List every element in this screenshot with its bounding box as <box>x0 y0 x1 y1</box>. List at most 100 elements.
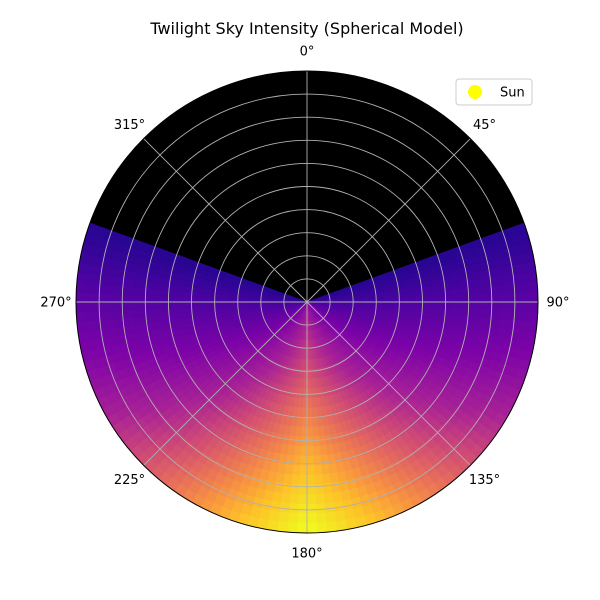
heatmap-cell <box>499 301 510 312</box>
heatmap-cell <box>460 308 471 317</box>
heatmap-cell <box>315 493 325 505</box>
heatmap-cell <box>85 282 97 294</box>
heatmap-cell <box>470 301 481 310</box>
angular-gridline <box>143 301 308 466</box>
heatmap-cell <box>210 301 221 307</box>
heatmap-cell <box>393 297 404 303</box>
heatmap-cell <box>323 492 334 504</box>
heatmap-cell <box>124 316 136 327</box>
heatmap-cell <box>200 297 212 303</box>
heatmap-cell <box>301 417 308 428</box>
heatmap-cell <box>315 512 327 524</box>
heatmap-cell <box>412 291 423 298</box>
angular-gridline <box>306 301 471 466</box>
heatmap-cell <box>125 324 137 335</box>
heatmap-cell <box>431 295 443 303</box>
heatmap-cell <box>312 445 321 457</box>
heatmap-cell <box>306 388 312 399</box>
heatmap-cell <box>104 301 115 312</box>
heatmap-cell <box>76 291 87 303</box>
heatmap-cell <box>162 313 174 322</box>
heatmap-cell <box>87 329 99 341</box>
heatmap-cell <box>181 306 193 314</box>
heatmap-cell <box>171 301 183 309</box>
heatmap-cell <box>508 310 519 321</box>
heatmap-cell <box>306 378 312 389</box>
heatmap-cell <box>86 320 98 332</box>
heatmap-cell <box>479 301 491 311</box>
heatmap-cell <box>325 511 337 523</box>
heatmap-cell <box>517 310 529 322</box>
heatmap-cell <box>299 445 308 457</box>
heatmap-cell <box>422 296 433 303</box>
heatmap-cell <box>200 305 212 312</box>
heatmap-cell <box>460 294 471 303</box>
heatmap-cell <box>515 263 527 275</box>
heatmap-cell <box>441 301 452 309</box>
theta-tick-label: 0° <box>300 45 315 60</box>
heatmap-cell <box>440 289 452 297</box>
heatmap-cell <box>402 301 414 307</box>
heatmap-cell <box>460 301 471 310</box>
heatmap-cell <box>76 271 88 284</box>
heatmap-cell <box>516 320 528 332</box>
heatmap-cell <box>301 407 308 418</box>
heatmap-cell <box>527 291 538 303</box>
heatmap-cell <box>489 293 500 303</box>
theta-tick-label: 225° <box>114 473 145 488</box>
heatmap-cell <box>104 284 116 294</box>
heatmap-cell <box>324 502 335 514</box>
theta-tick-label: 270° <box>40 296 71 311</box>
heatmap-cell <box>279 502 290 514</box>
heatmap-cell <box>518 301 529 312</box>
heatmap-cell <box>123 309 135 319</box>
heatmap-cell <box>298 484 308 495</box>
heatmap-cell <box>479 293 491 303</box>
heatmap-cell <box>508 301 520 312</box>
heatmap-cell <box>526 271 538 284</box>
heatmap-cell <box>297 494 308 505</box>
heatmap-cell <box>286 522 298 533</box>
heatmap-cell <box>95 319 107 330</box>
heatmap-cell <box>133 308 145 318</box>
heatmap-cell <box>162 307 174 315</box>
heatmap-cell <box>527 281 538 293</box>
heatmap-cell <box>133 286 145 296</box>
heatmap-cell <box>412 301 423 308</box>
heatmap-cell <box>162 301 173 309</box>
heatmap-cell <box>276 521 289 533</box>
heatmap-cell <box>143 308 154 317</box>
heatmap-cell <box>143 287 154 296</box>
heatmap-cell <box>449 281 461 290</box>
heatmap-cell <box>297 513 308 524</box>
heatmap-cell <box>440 282 452 291</box>
heatmap-cell <box>277 511 289 523</box>
heatmap-cell <box>200 301 212 307</box>
heatmap-cell <box>516 272 528 284</box>
heatmap-cell <box>392 293 404 299</box>
heatmap-cell <box>450 288 462 297</box>
heatmap-cell <box>498 310 510 320</box>
heatmap-cell <box>95 283 106 294</box>
heatmap-cell <box>527 301 538 313</box>
heatmap-cell <box>496 266 508 278</box>
heatmap-cell <box>114 284 126 295</box>
heatmap-cell <box>479 285 491 295</box>
heatmap-cell <box>95 310 106 321</box>
heatmap-cell <box>469 286 481 296</box>
heatmap-cell <box>210 305 222 311</box>
heatmap-cell <box>311 416 319 428</box>
heatmap-cell <box>469 308 481 318</box>
heatmap-cell <box>181 301 192 308</box>
heatmap-cell <box>297 503 308 515</box>
legend[interactable]: Sun <box>455 78 533 106</box>
heatmap-cell <box>306 426 314 438</box>
heatmap-cell <box>319 444 328 456</box>
heatmap-cell <box>287 512 299 524</box>
heatmap-cell <box>104 310 116 320</box>
heatmap-cell <box>306 417 313 428</box>
heatmap-cell <box>507 274 519 285</box>
theta-tick-label: 315° <box>114 118 145 133</box>
heatmap-cell <box>470 294 481 303</box>
